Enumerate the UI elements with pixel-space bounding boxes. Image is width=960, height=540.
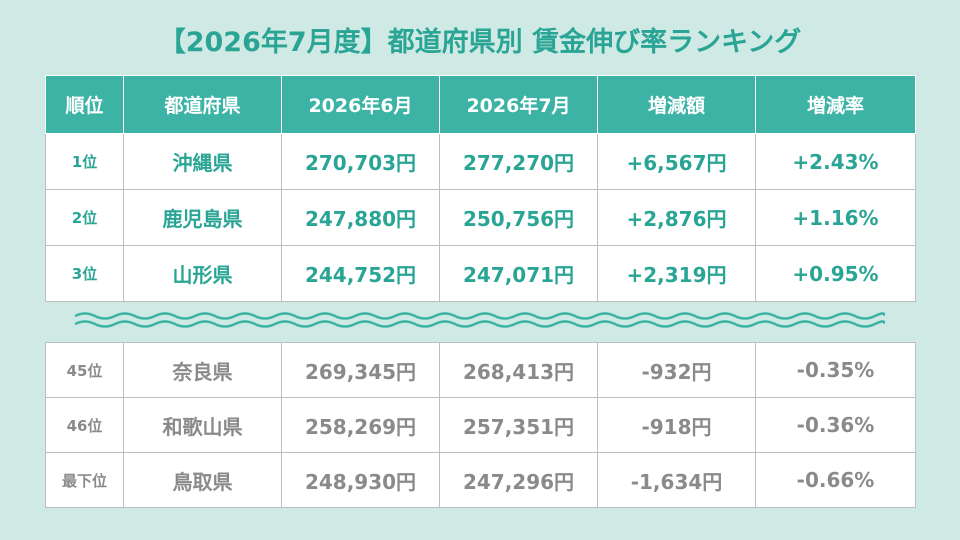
june-cell: 247,880円 bbox=[281, 189, 440, 246]
diff-cell: +2,876円 bbox=[597, 189, 756, 246]
diff-cell: -918円 bbox=[597, 397, 756, 453]
rank-cell: 最下位 bbox=[45, 452, 124, 508]
table-row: 1位 沖縄県 270,703円 277,270円 +6,567円 +2.43% bbox=[45, 133, 916, 190]
header-row: 順位 都道府県 2026年6月 2026年7月 増減額 増減率 bbox=[45, 75, 916, 134]
rank-cell: 45位 bbox=[45, 342, 124, 398]
header-july: 2026年7月 bbox=[439, 75, 598, 134]
june-cell: 248,930円 bbox=[281, 452, 440, 508]
june-cell: 244,752円 bbox=[281, 245, 440, 302]
july-cell: 277,270円 bbox=[439, 133, 598, 190]
table-row: 46位 和歌山県 258,269円 257,351円 -918円 -0.36% bbox=[45, 397, 916, 453]
rate-cell: +0.95% bbox=[755, 245, 916, 302]
rate-cell: +2.43% bbox=[755, 133, 916, 190]
july-cell: 257,351円 bbox=[439, 397, 598, 453]
rank-cell: 3位 bbox=[45, 245, 124, 302]
diff-cell: -1,634円 bbox=[597, 452, 756, 508]
page-title: 【2026年7月度】都道府県別 賃金伸び率ランキング bbox=[158, 27, 802, 58]
rank-cell: 2位 bbox=[45, 189, 124, 246]
top-ranking-table: 順位 都道府県 2026年6月 2026年7月 増減額 増減率 1位 沖縄県 2… bbox=[45, 75, 916, 302]
july-cell: 250,756円 bbox=[439, 189, 598, 246]
prefecture-cell: 奈良県 bbox=[123, 342, 282, 398]
table-row: 45位 奈良県 269,345円 268,413円 -932円 -0.35% bbox=[45, 342, 916, 398]
bottom-ranking-table: 45位 奈良県 269,345円 268,413円 -932円 -0.35% 4… bbox=[45, 342, 916, 508]
prefecture-cell: 沖縄県 bbox=[123, 133, 282, 190]
diff-cell: +2,319円 bbox=[597, 245, 756, 302]
rate-cell: -0.35% bbox=[755, 342, 916, 398]
header-rate: 増減率 bbox=[755, 75, 916, 134]
header-rank: 順位 bbox=[45, 75, 124, 134]
july-cell: 247,071円 bbox=[439, 245, 598, 302]
prefecture-cell: 山形県 bbox=[123, 245, 282, 302]
june-cell: 269,345円 bbox=[281, 342, 440, 398]
table-row: 2位 鹿児島県 247,880円 250,756円 +2,876円 +1.16% bbox=[45, 189, 916, 246]
wave-divider bbox=[75, 312, 885, 328]
rank-cell: 46位 bbox=[45, 397, 124, 453]
rate-cell: -0.66% bbox=[755, 452, 916, 508]
july-cell: 247,296円 bbox=[439, 452, 598, 508]
diff-cell: -932円 bbox=[597, 342, 756, 398]
table-row: 最下位 鳥取県 248,930円 247,296円 -1,634円 -0.66% bbox=[45, 452, 916, 508]
diff-cell: +6,567円 bbox=[597, 133, 756, 190]
rate-cell: -0.36% bbox=[755, 397, 916, 453]
june-cell: 270,703円 bbox=[281, 133, 440, 190]
prefecture-cell: 和歌山県 bbox=[123, 397, 282, 453]
prefecture-cell: 鳥取県 bbox=[123, 452, 282, 508]
july-cell: 268,413円 bbox=[439, 342, 598, 398]
table-row: 3位 山形県 244,752円 247,071円 +2,319円 +0.95% bbox=[45, 245, 916, 302]
prefecture-cell: 鹿児島県 bbox=[123, 189, 282, 246]
header-prefecture: 都道府県 bbox=[123, 75, 282, 134]
rate-cell: +1.16% bbox=[755, 189, 916, 246]
rank-cell: 1位 bbox=[45, 133, 124, 190]
header-diff: 増減額 bbox=[597, 75, 756, 134]
june-cell: 258,269円 bbox=[281, 397, 440, 453]
header-june: 2026年6月 bbox=[281, 75, 440, 134]
